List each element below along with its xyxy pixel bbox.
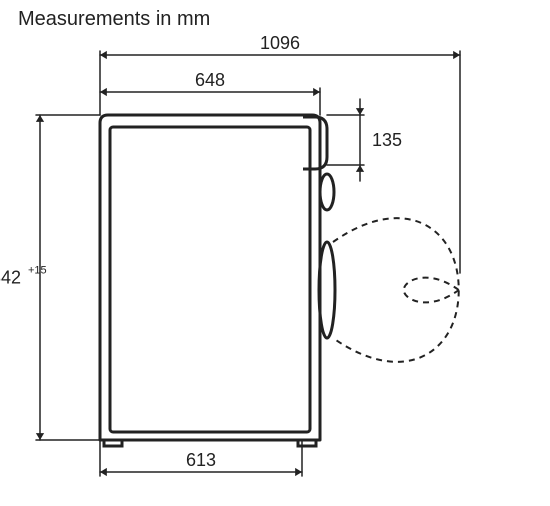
- svg-text:1096: 1096: [260, 33, 300, 53]
- technical-drawing: 1096 648 613 842 +15 135: [0, 0, 550, 506]
- appliance-outer: [100, 115, 320, 440]
- control-panel: [303, 117, 327, 169]
- appliance-inner: [110, 127, 310, 432]
- foot-right: [298, 440, 316, 446]
- dim-height-sup: +15: [28, 265, 47, 277]
- dim-panel-label: 135: [372, 130, 402, 150]
- dial: [320, 174, 334, 210]
- diagram-title: Measurements in mm: [18, 8, 210, 31]
- door-swing-outer: [333, 218, 459, 362]
- foot-left: [104, 440, 122, 446]
- dim-height-label: 842: [0, 268, 21, 288]
- door-swing-inner: [404, 278, 459, 303]
- diagram-stage: Measurements in mm 1096 648 613 842 +15 135: [0, 0, 550, 506]
- svg-text:613: 613: [186, 450, 216, 470]
- svg-text:648: 648: [195, 70, 225, 90]
